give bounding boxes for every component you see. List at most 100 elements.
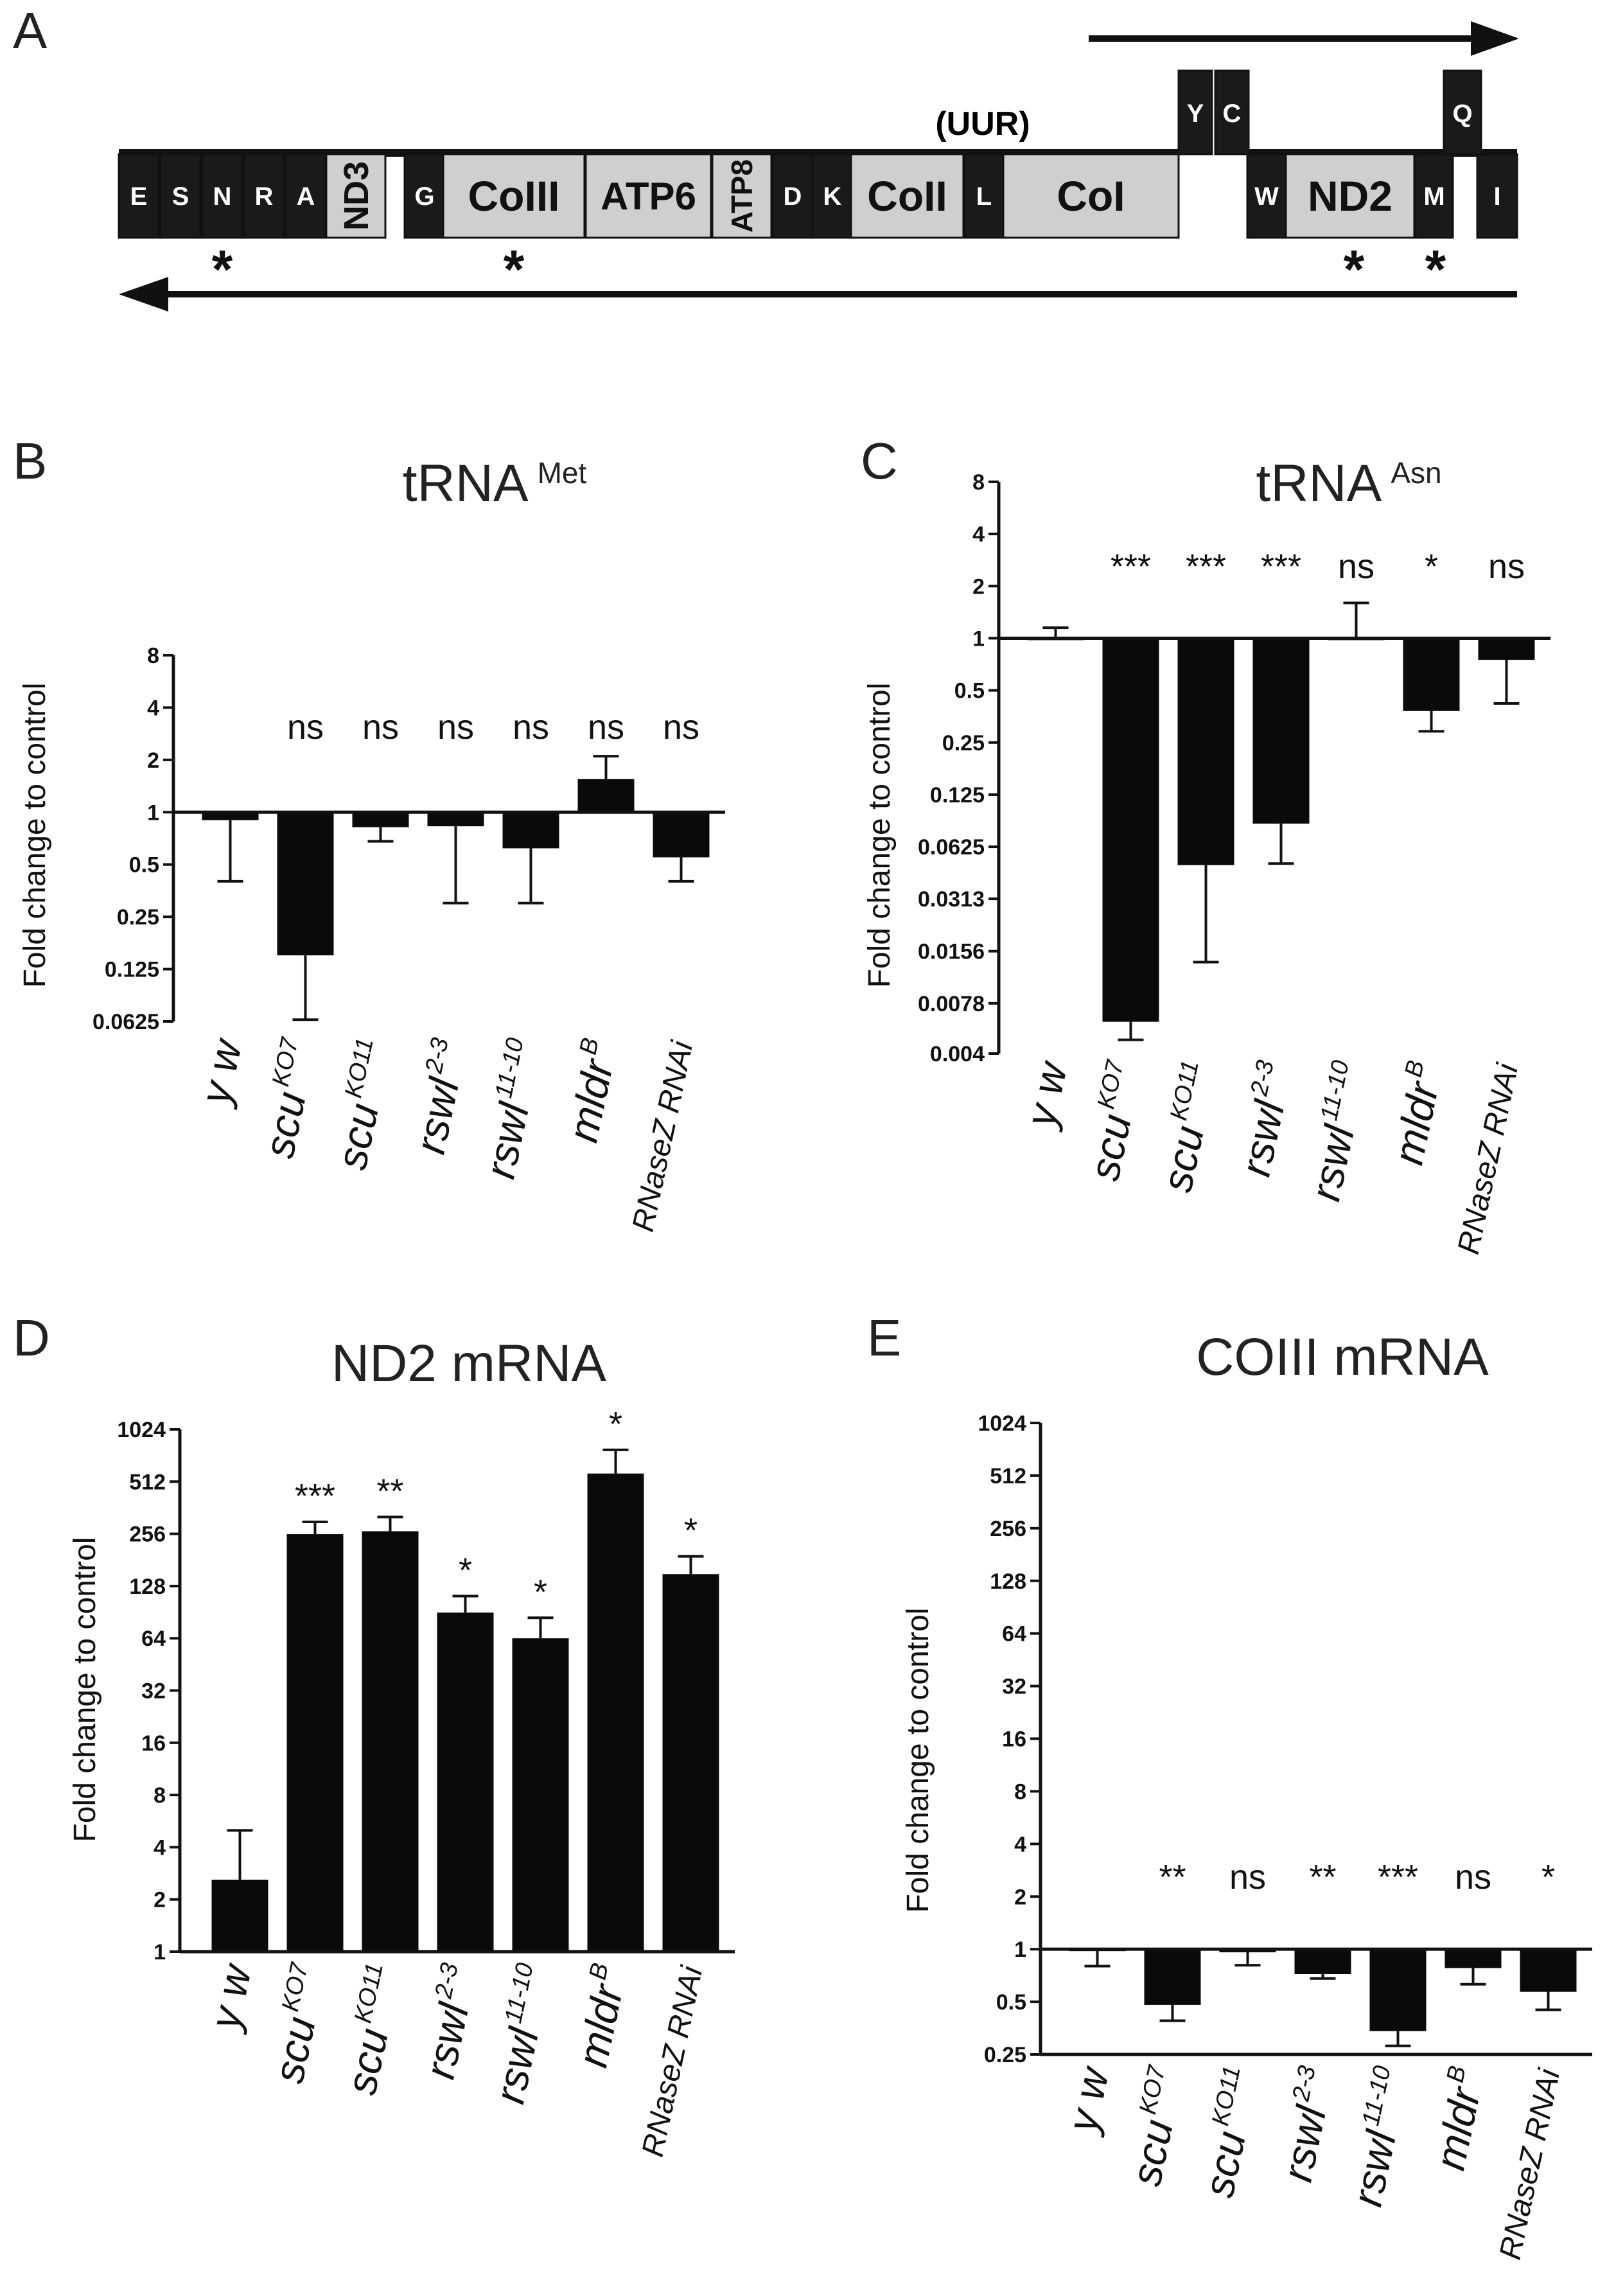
y-axis-label: Fold change to control — [68, 1537, 102, 1842]
gene-label: R — [255, 182, 274, 211]
chart-title: tRNA Asn — [1256, 454, 1441, 513]
y-tick-label: 8 — [972, 470, 985, 495]
y-tick-label: 4 — [972, 522, 985, 547]
gene-label: G — [414, 182, 434, 211]
bar — [202, 812, 259, 820]
gene-box — [159, 153, 202, 239]
gene-label: M — [1423, 182, 1445, 211]
y-tick-label: 8 — [147, 644, 159, 668]
significance-label: *** — [1111, 547, 1151, 586]
significance-label: * — [459, 1551, 472, 1590]
chart-title-sup: Met — [538, 456, 587, 490]
y-tick-label: 512 — [129, 1470, 166, 1494]
gene-box — [1214, 69, 1250, 155]
bar — [577, 779, 635, 813]
y-tick-label: 0.125 — [105, 958, 159, 982]
y-tick-label: 1024 — [117, 1418, 166, 1442]
y-tick-label: 0.5 — [996, 1990, 1026, 2015]
gene-box — [403, 153, 446, 239]
gene-label: W — [1254, 182, 1279, 211]
gene-a: A — [285, 153, 327, 239]
significance-label: ** — [1159, 1858, 1186, 1896]
gene-label: D — [784, 182, 802, 211]
y-tick-label: 64 — [141, 1627, 166, 1651]
gene-box — [285, 153, 327, 239]
gene-label: CoIII — [468, 172, 560, 220]
gene-box — [325, 153, 387, 239]
significance-label: ns — [1455, 1858, 1491, 1896]
panel-label-d: D — [13, 1309, 50, 1366]
gene-r: R — [243, 153, 285, 239]
y-tick-label: 8 — [1014, 1779, 1026, 1804]
gene-box — [711, 153, 773, 239]
gene-label: C — [1223, 100, 1242, 128]
bar — [587, 1473, 644, 1952]
mitochondrial-gene-map: (UUR) E S N R A ND3 G CoIII ATP6 ATP8 D K CoII L CoI W N… — [118, 21, 1519, 312]
gene-n: N — [201, 153, 243, 239]
uur-label: (UUR) — [935, 105, 1030, 143]
bar — [277, 812, 334, 956]
significance-label: ns — [437, 708, 474, 746]
gene-label: CoII — [867, 172, 947, 220]
significance-label: ns — [663, 708, 699, 746]
panel-label-c: C — [861, 432, 898, 490]
y-tick-label: 0.0313 — [918, 887, 985, 912]
gene-box — [243, 153, 285, 239]
bar — [512, 1638, 569, 1952]
gene-box — [1476, 153, 1518, 239]
gene-y: Y — [1177, 69, 1213, 155]
gene-i: I — [1476, 153, 1518, 239]
gene-label: ATP6 — [601, 175, 696, 218]
y-tick-label: 512 — [990, 1464, 1026, 1488]
y-tick-label: 2 — [1014, 1885, 1026, 1909]
y-tick-label: 2 — [147, 748, 159, 773]
gene-star-coiii: * — [504, 239, 525, 299]
bar — [286, 1534, 344, 1952]
y-tick-label: 0.25 — [984, 2043, 1026, 2067]
y-tick-label: 0.0156 — [918, 940, 985, 964]
significance-label: ns — [513, 708, 549, 746]
gene-box — [1177, 69, 1213, 155]
chart-title-sup: Asn — [1391, 456, 1441, 490]
gene-label: ND2 — [1308, 172, 1392, 220]
gene-label: A — [297, 182, 315, 211]
significance-label: ns — [287, 708, 324, 746]
gene-l: L — [963, 153, 1005, 239]
significance-label: * — [534, 1573, 547, 1611]
gene-label: S — [172, 182, 189, 211]
gene-label: E — [130, 182, 148, 211]
y-tick-label: 8 — [154, 1783, 166, 1808]
gene-coi: CoI — [1002, 153, 1180, 239]
gene-d: D — [771, 153, 814, 239]
y-tick-label: 0.5 — [954, 679, 985, 703]
gene-label: ND3 — [337, 161, 376, 231]
bar — [1403, 638, 1460, 711]
significance-label: ns — [362, 708, 399, 746]
y-tick-label: 4 — [147, 696, 159, 720]
gene-label: ATP8 — [725, 159, 759, 233]
bar — [352, 812, 409, 827]
significance-label: * — [1541, 1858, 1555, 1896]
gene-g: G — [403, 153, 446, 239]
gene-atp6: ATP6 — [584, 153, 712, 239]
bar — [362, 1531, 419, 1952]
bar — [1369, 1949, 1427, 2031]
panel-label-a: A — [13, 2, 48, 59]
significance-label: ns — [1338, 547, 1374, 586]
significance-label: * — [684, 1512, 698, 1550]
reverse-arrowhead — [119, 277, 168, 312]
gene-atp8: ATP8 — [711, 153, 773, 239]
bar — [1294, 1949, 1351, 1974]
y-tick-label: 1 — [972, 626, 985, 651]
y-tick-label: 256 — [129, 1523, 166, 1547]
bar — [427, 812, 484, 827]
y-tick-label: 0.0078 — [918, 992, 985, 1016]
significance-label: * — [609, 1405, 622, 1444]
gene-label: L — [976, 182, 992, 211]
y-tick-label: 0.5 — [129, 853, 159, 878]
panel-label-e: E — [867, 1309, 901, 1366]
y-tick-label: 4 — [1014, 1832, 1026, 1857]
gene-s: S — [159, 153, 202, 239]
gene-c: C — [1214, 69, 1250, 155]
